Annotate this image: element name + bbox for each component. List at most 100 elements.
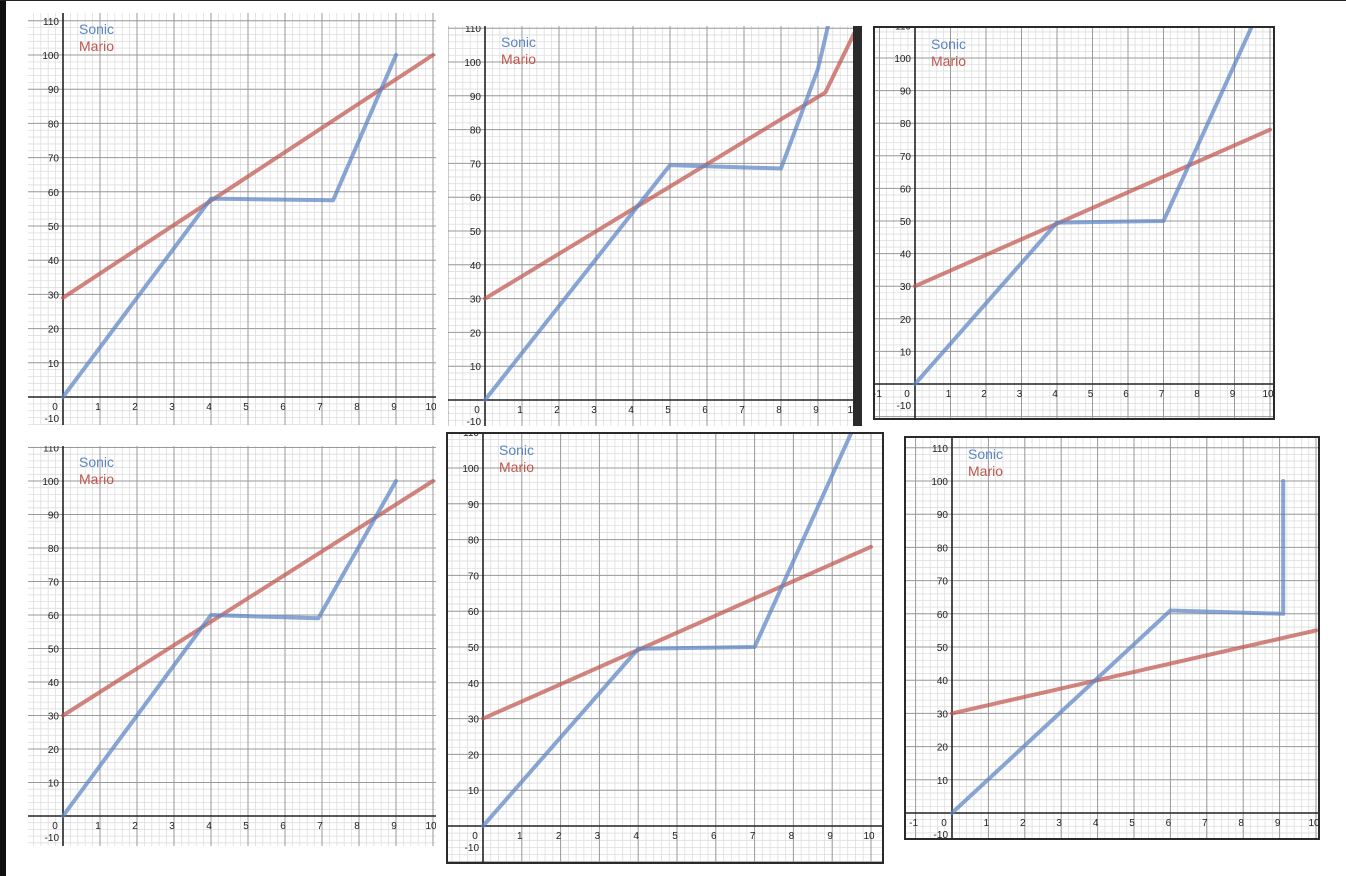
y-tick-label: 60 bbox=[470, 193, 482, 204]
legend-sonic: Sonic bbox=[499, 442, 534, 458]
x-tick-label: 9 bbox=[1230, 389, 1236, 400]
x-tick-label: 5 bbox=[672, 831, 678, 842]
y-tick-label: 110 bbox=[43, 17, 59, 28]
y-tick-label: 90 bbox=[470, 92, 482, 103]
top-edge-line bbox=[0, 0, 1346, 1]
y-tick-label: 70 bbox=[48, 578, 60, 589]
x-tick-label: 9 bbox=[813, 405, 819, 416]
y-tick-label: -10 bbox=[897, 401, 912, 412]
x-tick-label: 1 bbox=[517, 405, 523, 416]
x-tick-label: 7 bbox=[317, 821, 323, 832]
y-tick-label: 20 bbox=[470, 328, 482, 339]
y-tick-label: 90 bbox=[48, 85, 60, 96]
x-tick-label: 2 bbox=[981, 389, 987, 400]
major-grid bbox=[28, 446, 436, 846]
x-tick-label: 3 bbox=[169, 402, 175, 413]
legend-sonic: Sonic bbox=[931, 36, 966, 52]
x-tick-label: 1 bbox=[517, 831, 523, 842]
x-tick-label: 5 bbox=[1088, 389, 1094, 400]
x-tick-label: 0 bbox=[472, 831, 478, 842]
y-tick-label: 100 bbox=[462, 464, 479, 475]
y-tick-label: 40 bbox=[48, 256, 60, 267]
y-tick-label: 10 bbox=[48, 779, 60, 790]
chart-svg: -1012345678910-1010203040506070809010011… bbox=[28, 446, 436, 846]
y-tick-label: 90 bbox=[937, 510, 949, 521]
series-line-sonic bbox=[483, 26, 831, 402]
x-tick-label: 9 bbox=[827, 831, 833, 842]
x-tick-label: -1 bbox=[909, 818, 918, 829]
y-tick-label: 60 bbox=[48, 188, 60, 199]
y-tick-label: 80 bbox=[470, 126, 482, 137]
panel-2-right-frame bbox=[853, 26, 862, 426]
x-tick-label: 0 bbox=[474, 405, 480, 416]
major-grid bbox=[448, 26, 856, 426]
chart-svg: -1012345678910-1010203040506070809010011… bbox=[906, 438, 1318, 838]
legend-mario: Mario bbox=[501, 51, 536, 67]
legend-mario: Mario bbox=[79, 471, 114, 487]
y-tick-label: 100 bbox=[931, 477, 948, 488]
x-tick-label: 6 bbox=[1123, 389, 1129, 400]
y-tick-label: 100 bbox=[894, 54, 911, 65]
x-tick-label: 6 bbox=[711, 831, 717, 842]
y-tick-label: -10 bbox=[467, 417, 482, 426]
y-tick-label: 80 bbox=[468, 536, 480, 547]
series-line-mario bbox=[61, 479, 435, 718]
x-tick-label: 5 bbox=[243, 402, 249, 413]
y-tick-label: 70 bbox=[470, 159, 482, 170]
x-tick-label: 2 bbox=[554, 405, 560, 416]
legend-sonic: Sonic bbox=[968, 446, 1003, 462]
y-tick-label: 80 bbox=[48, 119, 60, 130]
y-tick-label: 50 bbox=[470, 227, 482, 238]
y-tick-label: 10 bbox=[900, 347, 912, 358]
y-tick-label: 60 bbox=[468, 607, 480, 618]
x-tick-label: 7 bbox=[1202, 818, 1208, 829]
series-line-mario bbox=[950, 628, 1318, 716]
chart-panel-6: -1012345678910-1010203040506070809010011… bbox=[904, 436, 1320, 840]
x-tick-label: 1 bbox=[946, 389, 952, 400]
y-tick-label: 70 bbox=[48, 154, 60, 165]
x-tick-label: 6 bbox=[702, 405, 708, 416]
x-tick-label: 1 bbox=[984, 818, 990, 829]
y-tick-label: -10 bbox=[45, 833, 60, 844]
y-tick-label: 20 bbox=[900, 315, 912, 326]
y-tick-label: 40 bbox=[937, 676, 949, 687]
legend-mario: Mario bbox=[968, 463, 1003, 479]
y-tick-label: 60 bbox=[937, 610, 949, 621]
x-tick-label: 9 bbox=[391, 821, 397, 832]
y-tick-label: 40 bbox=[48, 678, 60, 689]
x-tick-label: 10 bbox=[425, 402, 436, 413]
x-tick-label: 10 bbox=[425, 821, 436, 832]
x-tick-label: -1 bbox=[28, 402, 29, 413]
minor-grid bbox=[28, 446, 436, 846]
y-tick-label: 50 bbox=[48, 645, 60, 656]
y-tick-label: 90 bbox=[900, 87, 912, 98]
y-tick-label: 70 bbox=[468, 571, 480, 582]
x-tick-label: 4 bbox=[206, 402, 212, 413]
y-tick-label: 10 bbox=[48, 359, 60, 370]
y-tick-label: 30 bbox=[937, 709, 949, 720]
y-tick-label: 30 bbox=[48, 712, 60, 723]
y-tick-label: 110 bbox=[463, 434, 479, 439]
y-tick-label: 60 bbox=[48, 611, 60, 622]
legend-mario: Mario bbox=[499, 459, 534, 475]
x-tick-label: 2 bbox=[556, 831, 562, 842]
x-tick-label: 3 bbox=[595, 831, 601, 842]
y-tick-label: 50 bbox=[48, 222, 60, 233]
series-line-sonic bbox=[61, 53, 398, 399]
chart-svg: 1012345678910-10102030405060708090100110… bbox=[448, 26, 856, 426]
x-tick-label: 6 bbox=[1166, 818, 1172, 829]
x-tick-label: 8 bbox=[776, 405, 782, 416]
y-tick-label: 20 bbox=[48, 745, 60, 756]
x-tick-label: 8 bbox=[354, 821, 360, 832]
minor-grid bbox=[906, 438, 1318, 838]
chart-panel-2: 1012345678910-10102030405060708090100110… bbox=[448, 26, 856, 426]
x-tick-label: 4 bbox=[628, 405, 634, 416]
series-line-mario bbox=[61, 53, 435, 300]
x-tick-label: 3 bbox=[1056, 818, 1062, 829]
y-tick-label: 30 bbox=[468, 715, 480, 726]
y-tick-label: 10 bbox=[470, 362, 482, 373]
x-tick-label: 0 bbox=[52, 821, 58, 832]
x-tick-label: 5 bbox=[243, 821, 249, 832]
x-tick-label: 8 bbox=[354, 402, 360, 413]
y-tick-label: 100 bbox=[42, 51, 59, 62]
